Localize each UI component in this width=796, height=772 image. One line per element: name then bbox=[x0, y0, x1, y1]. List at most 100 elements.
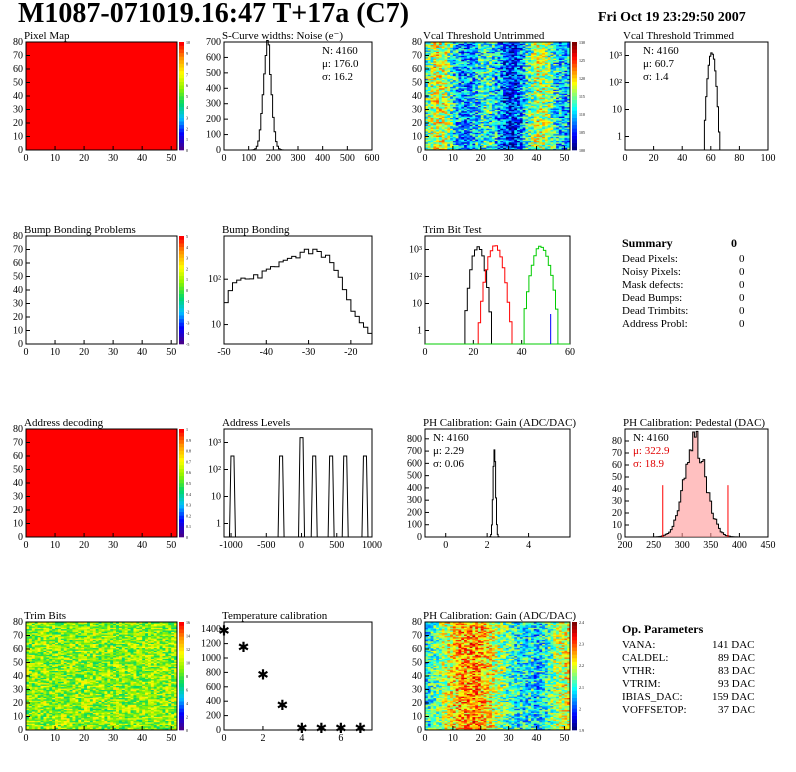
heatmap-cell bbox=[564, 82, 568, 85]
color-scale-step bbox=[179, 52, 184, 57]
heatmap-cell bbox=[528, 113, 532, 116]
heatmap-cell bbox=[491, 139, 496, 141]
x-tick-label: -50 bbox=[217, 347, 230, 358]
heatmap-cell bbox=[458, 127, 462, 129]
heatmap-cell bbox=[511, 78, 515, 81]
heatmap-cell bbox=[503, 145, 507, 148]
heatmap-cell bbox=[542, 117, 546, 120]
heatmap-cell bbox=[511, 114, 515, 117]
heatmap-cell bbox=[567, 83, 571, 86]
heatmap-cell bbox=[539, 145, 543, 148]
heatmap-cell bbox=[522, 93, 526, 96]
heatmap-cell bbox=[430, 109, 434, 112]
heatmap-cell bbox=[461, 74, 465, 77]
heatmap-cell bbox=[553, 123, 557, 125]
heatmap-cell bbox=[430, 127, 434, 129]
heatmap-cell bbox=[522, 102, 526, 105]
heatmap-cell bbox=[430, 120, 434, 123]
heatmap-cell bbox=[436, 136, 440, 139]
heatmap-cell bbox=[558, 91, 563, 94]
y-tick-label: 10² bbox=[409, 272, 422, 283]
heatmap-cell bbox=[553, 118, 557, 121]
heatmap-cell bbox=[497, 73, 501, 75]
heatmap-cell bbox=[528, 116, 532, 118]
heatmap-cell bbox=[438, 101, 443, 104]
heatmap-cell bbox=[447, 67, 451, 70]
heatmap-fill bbox=[26, 42, 177, 150]
heatmap-cell bbox=[530, 78, 535, 81]
heatmap-cell bbox=[564, 116, 568, 118]
heatmap-cell bbox=[436, 86, 440, 89]
heatmap-cell bbox=[483, 89, 487, 91]
heatmap-cell bbox=[547, 118, 551, 121]
heatmap-cell bbox=[475, 108, 479, 110]
heatmap-cell bbox=[447, 141, 451, 144]
heatmap-cell bbox=[533, 128, 537, 131]
heatmap-cell bbox=[542, 101, 546, 104]
heatmap-cell bbox=[556, 96, 560, 98]
heatmap-cell bbox=[522, 133, 526, 136]
heatmap-cell bbox=[497, 90, 501, 93]
heatmap-cell bbox=[425, 74, 429, 77]
heatmap-cell bbox=[505, 85, 510, 87]
heatmap-cell bbox=[461, 85, 465, 87]
heatmap-cell bbox=[511, 104, 515, 106]
heatmap-cell bbox=[508, 106, 512, 109]
heatmap-cell bbox=[556, 145, 560, 148]
heatmap-cell bbox=[472, 114, 476, 117]
heatmap-cell bbox=[489, 104, 493, 106]
heatmap-cell bbox=[497, 83, 501, 86]
heatmap-cell bbox=[452, 86, 457, 89]
heatmap-cell bbox=[544, 143, 549, 145]
heatmap-cell bbox=[505, 78, 510, 81]
heatmap-cell bbox=[544, 131, 549, 133]
heatmap-cell bbox=[544, 129, 549, 132]
heatmap-cell bbox=[508, 79, 512, 82]
color-scale-step bbox=[572, 70, 577, 75]
heatmap-cell bbox=[511, 102, 515, 105]
heatmap-cell bbox=[441, 113, 445, 116]
heatmap-cell bbox=[433, 140, 437, 143]
color-scale-label: 115 bbox=[579, 94, 585, 99]
heatmap-cell bbox=[461, 112, 465, 114]
heatmap-cell bbox=[450, 131, 454, 133]
heatmap-cell bbox=[450, 117, 454, 120]
heatmap-cell bbox=[458, 113, 462, 116]
heatmap-cell bbox=[486, 89, 490, 91]
heatmap-cell bbox=[480, 121, 484, 124]
heatmap-cell bbox=[511, 145, 515, 148]
heatmap-cell bbox=[528, 79, 532, 82]
heatmap-cell bbox=[547, 131, 551, 133]
heatmap-cell bbox=[544, 90, 549, 93]
y-tick-label: 10 bbox=[211, 320, 221, 331]
heatmap-cell bbox=[550, 118, 554, 121]
heatmap-cell bbox=[494, 133, 498, 136]
heatmap-cell bbox=[519, 79, 523, 82]
heatmap-cell bbox=[472, 139, 476, 141]
heatmap-cell bbox=[491, 70, 496, 73]
heatmap-cell bbox=[525, 137, 529, 140]
heatmap-cell bbox=[430, 69, 434, 71]
heatmap-cell bbox=[517, 98, 521, 101]
heatmap-cell bbox=[561, 133, 565, 136]
plot-title: Vcal Threshold Untrimmed bbox=[423, 30, 545, 42]
heatmap-cell bbox=[475, 102, 479, 105]
heatmap-cell bbox=[466, 90, 471, 93]
heatmap-cell bbox=[497, 91, 501, 94]
color-scale-step bbox=[179, 56, 184, 61]
heatmap-cell bbox=[494, 132, 498, 135]
heatmap-cell bbox=[553, 67, 557, 70]
heatmap-cell bbox=[489, 136, 493, 139]
heatmap-cell bbox=[444, 98, 448, 101]
heatmap-cell bbox=[533, 69, 537, 71]
heatmap-cell bbox=[438, 144, 443, 147]
heatmap-cell bbox=[458, 108, 462, 110]
heatmap-cell bbox=[564, 98, 568, 101]
heatmap-cell bbox=[444, 101, 448, 104]
heatmap-cell bbox=[508, 70, 512, 73]
heatmap-cell bbox=[533, 98, 537, 101]
heatmap-cell bbox=[522, 120, 526, 123]
heatmap-cell bbox=[542, 67, 546, 70]
color-scale-step bbox=[572, 60, 577, 64]
heatmap-cell bbox=[491, 141, 496, 144]
